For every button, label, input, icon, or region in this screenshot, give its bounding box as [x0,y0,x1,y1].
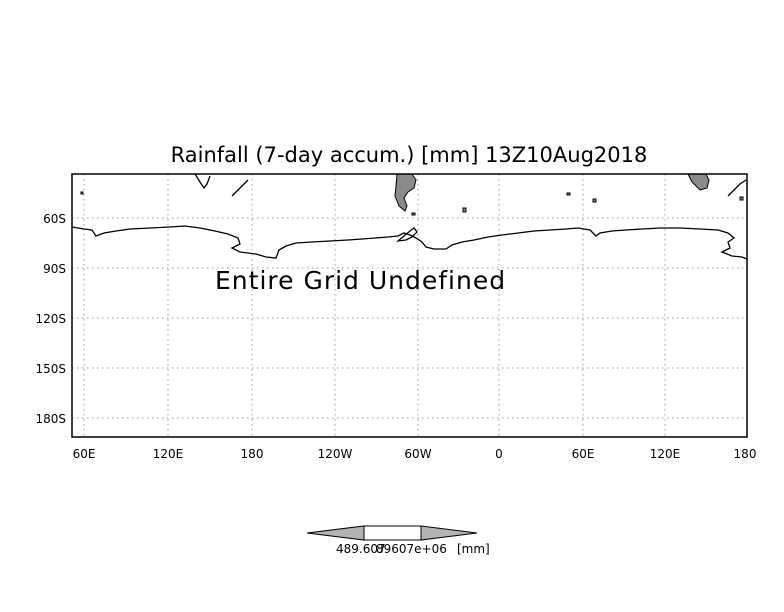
antarctica-coastline [71,225,748,260]
island-land [80,191,84,195]
lon-tick-label: 180 [241,447,264,461]
lon-tick-label: 120E [650,447,681,461]
colorbar-value-label: 89607e+06 [376,542,447,556]
lat-tick-label: 60S [43,212,66,226]
lon-tick-label: 120W [318,447,353,461]
coastlines [71,173,748,260]
island-land [739,196,744,201]
lat-tick-label: 150S [35,362,66,376]
lon-tick-label: 60E [572,447,595,461]
map-title: Rainfall (7-day accum.) [mm] 13Z10Aug201… [171,143,648,167]
south-america-land [394,173,417,212]
longitude-labels: 60E 120E 180 120W 60W 0 60E 120E 180 [73,447,757,461]
island-land [462,207,467,213]
colorbar-unit-label: [mm] [457,542,490,556]
colorbar-value-label: 489.607 [336,542,386,556]
undefined-grid-message: Entire Grid Undefined [215,266,506,295]
lon-tick-label: 60E [73,447,96,461]
map-plot-area: Entire Grid Undefined [71,173,748,438]
island-land [411,212,416,216]
lon-tick-label: 180 [734,447,757,461]
colorbar-label: 489.607 89607e+06 [mm] [336,542,490,556]
new-zealand-coastline-east [727,179,747,197]
colorbar-segment [363,525,422,541]
map-frame [71,173,748,438]
lat-tick-label: 180S [35,412,66,426]
island-land [592,198,597,203]
colorbar-left-arrow [306,525,365,541]
colorbar-right-arrow [420,525,478,541]
colorbar: 489.607 89607e+06 [mm] [306,525,490,556]
australia-coastline [194,173,211,190]
lat-tick-label: 90S [43,262,66,276]
new-zealand-coastline [231,179,249,197]
lon-tick-label: 0 [495,447,503,461]
lon-tick-label: 120E [153,447,184,461]
latitude-labels: 60S 90S 120S 150S 180S [35,212,66,426]
africa-tip-land [687,173,710,191]
lat-tick-label: 120S [35,312,66,326]
antarctic-peninsula-coastline [395,227,418,242]
island-land [566,192,571,196]
lon-tick-label: 60W [404,447,431,461]
map-grid [72,174,747,437]
